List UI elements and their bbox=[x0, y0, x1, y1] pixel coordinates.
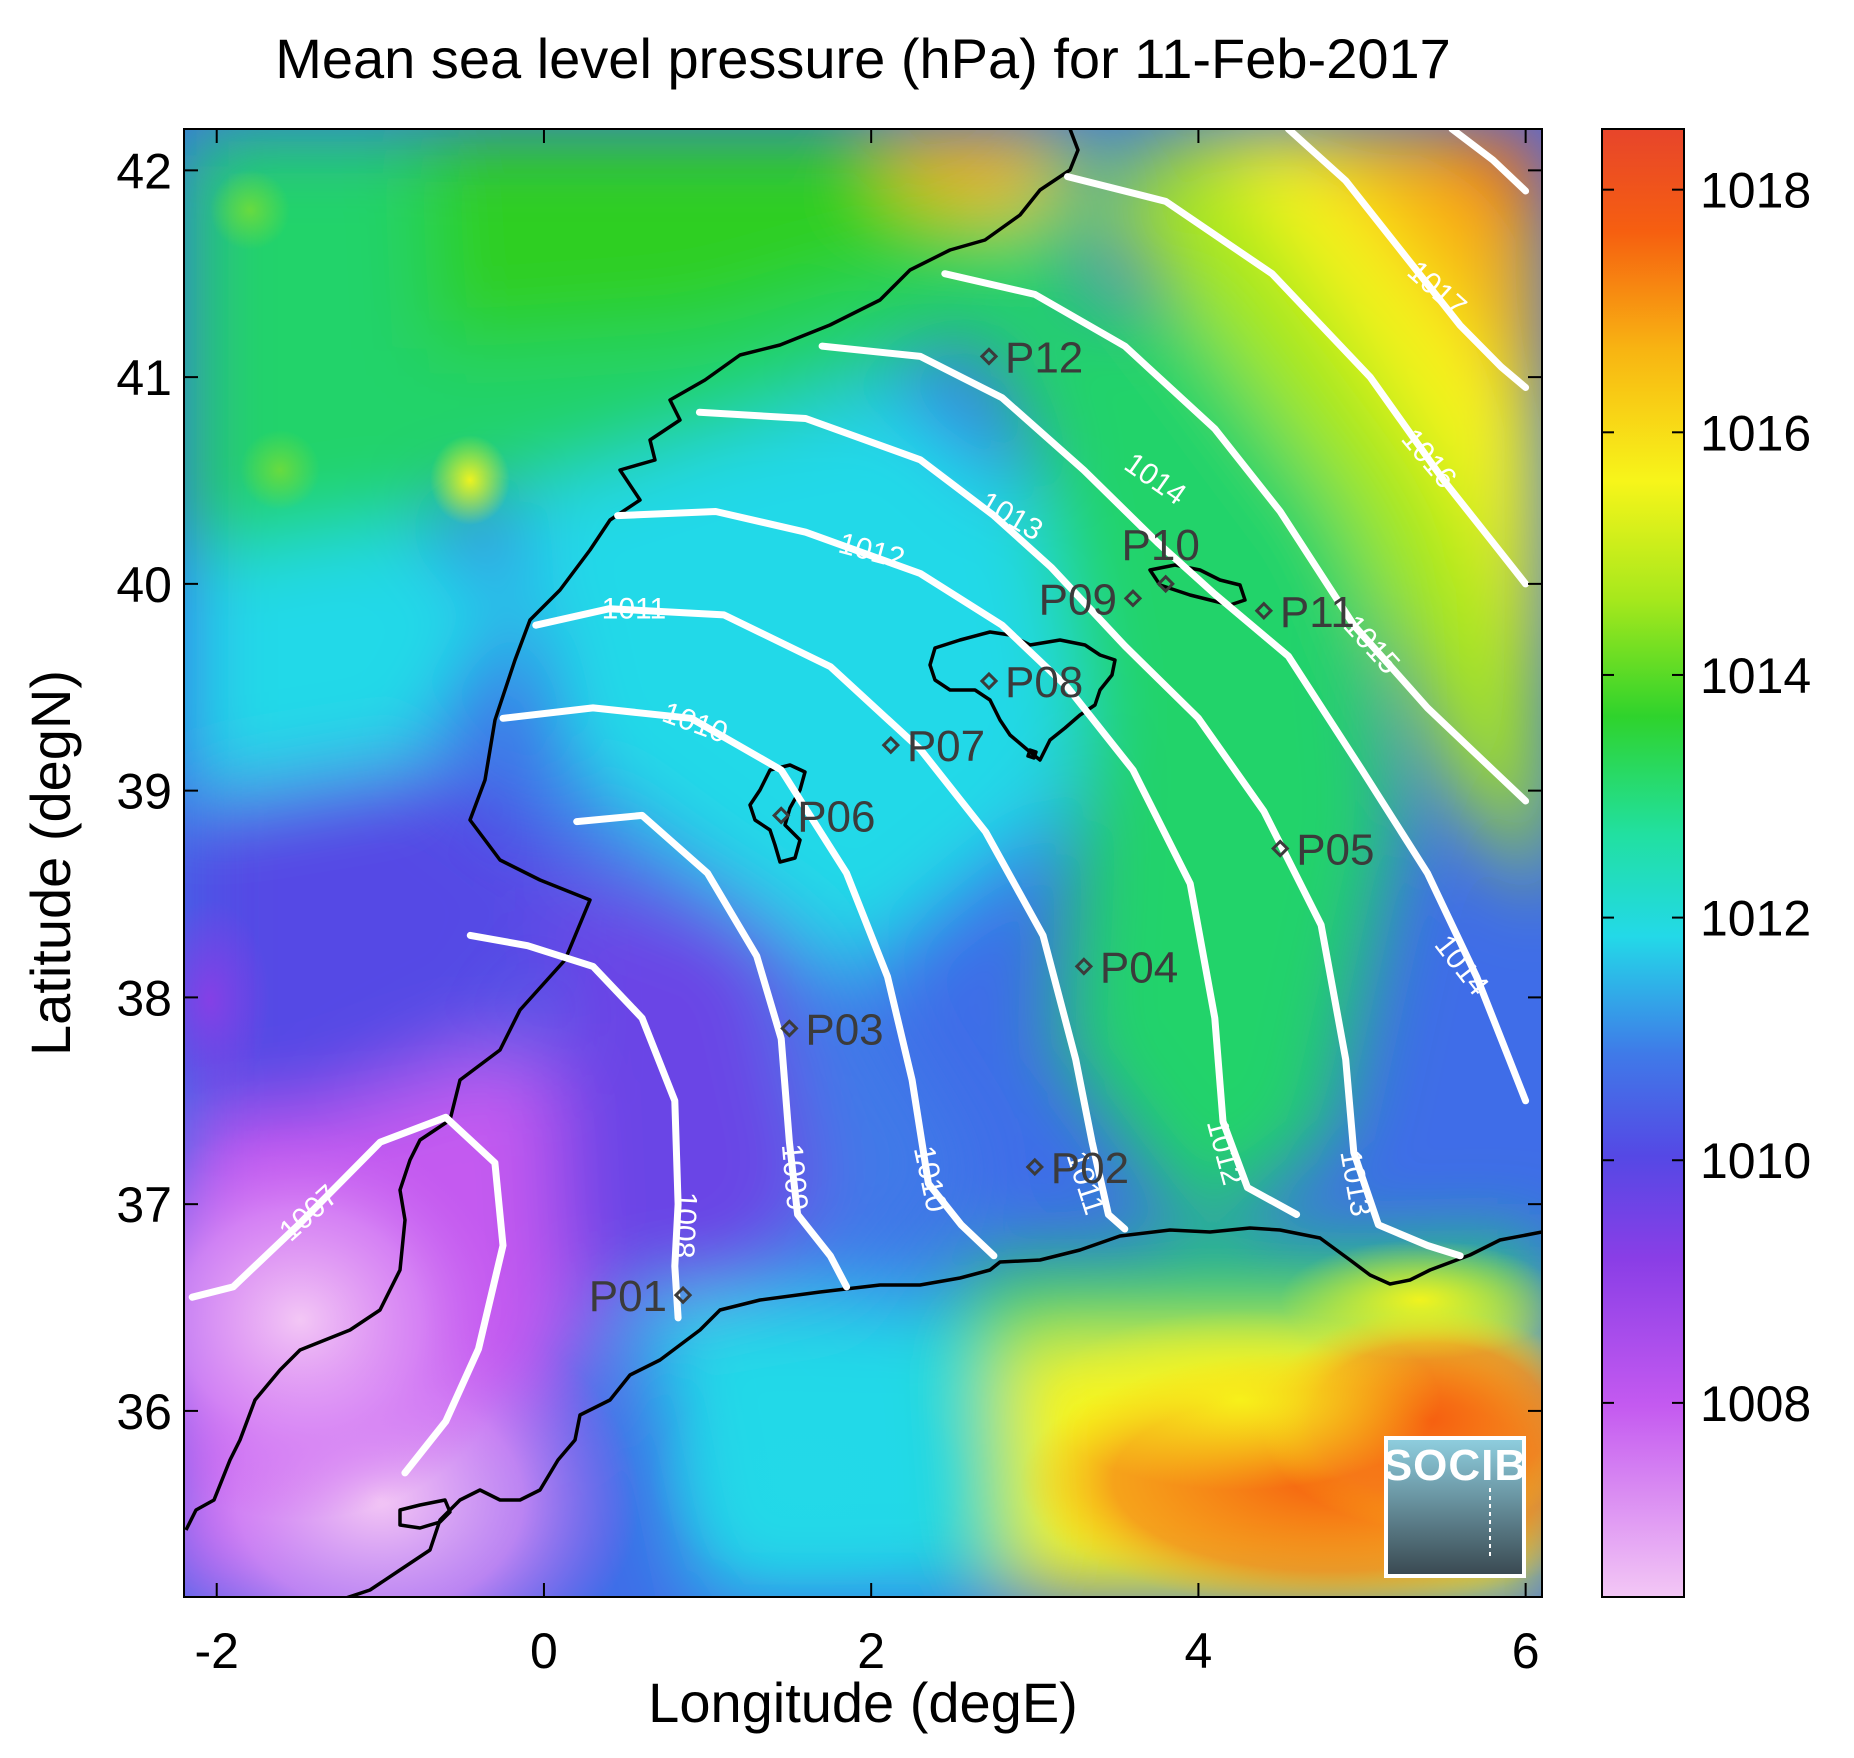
contour-label-1008: 1008 bbox=[666, 1191, 702, 1259]
y-axis: 36 37 38 39 40 41 42 bbox=[116, 143, 1542, 1440]
station-marker-P05 bbox=[1271, 839, 1290, 858]
x-tick-label: -2 bbox=[194, 1623, 238, 1679]
station-label-P09: P09 bbox=[1039, 575, 1117, 624]
station-marker-P07 bbox=[881, 735, 901, 755]
x-tick-label: 6 bbox=[1512, 1623, 1540, 1679]
colorbar: 1008 1010 1012 1014 1016 1018 bbox=[1601, 128, 1811, 1598]
contour-label-1011: 1011 bbox=[602, 593, 667, 626]
station-label-P03: P03 bbox=[805, 1005, 883, 1054]
station-marker-P01 bbox=[673, 1285, 693, 1305]
y-tick-label: 42 bbox=[116, 143, 172, 199]
x-axis-label: Longitude (degE) bbox=[648, 1671, 1078, 1734]
contour-lines bbox=[188, 129, 1530, 1477]
plot-frame bbox=[183, 128, 1543, 1598]
x-tick-label: 0 bbox=[530, 1623, 558, 1679]
contour-1010 bbox=[499, 704, 998, 1260]
colorbar-ticks: 1008 1010 1012 1014 1016 1018 bbox=[1602, 163, 1811, 1432]
coastline bbox=[184, 129, 1542, 1597]
colorbar-gradient bbox=[1601, 128, 1685, 1598]
contour-1013 bbox=[695, 408, 1464, 1260]
station-label-P05: P05 bbox=[1296, 826, 1374, 875]
x-tick-label: 4 bbox=[1185, 1623, 1213, 1679]
contour-1016 bbox=[1064, 173, 1530, 588]
x-tick-label: 2 bbox=[857, 1623, 885, 1679]
y-tick-label: 38 bbox=[116, 970, 172, 1026]
y-tick-label: 40 bbox=[116, 557, 172, 613]
station-label-P10: P10 bbox=[1122, 521, 1200, 570]
station-marker-P09 bbox=[1123, 589, 1143, 608]
contour-label-1009: 1009 bbox=[775, 1142, 814, 1211]
contour-1014 bbox=[818, 342, 1530, 1105]
contour-1008 bbox=[466, 931, 682, 1322]
contour-1012 bbox=[614, 508, 1301, 1218]
station-marker-P11 bbox=[1254, 601, 1274, 620]
station-label-P08: P08 bbox=[1005, 658, 1083, 707]
station-marker-P06 bbox=[772, 806, 791, 825]
colorbar-tick-label: 1018 bbox=[1700, 163, 1811, 219]
contour-1017 bbox=[1284, 129, 1530, 391]
y-axis-label: Latitude (degN) bbox=[19, 670, 82, 1056]
contour-1018 bbox=[1448, 129, 1530, 195]
station-label-P04: P04 bbox=[1100, 943, 1178, 992]
colorbar-tick-label: 1014 bbox=[1700, 648, 1811, 704]
socib-logo: SOCIB bbox=[1383, 1436, 1527, 1578]
y-tick-label: 41 bbox=[116, 350, 172, 406]
y-tick-label: 39 bbox=[116, 764, 172, 820]
station-label-P01: P01 bbox=[589, 1272, 667, 1321]
contour-1007 bbox=[188, 1113, 507, 1477]
contour-1009 bbox=[573, 811, 851, 1291]
station-marker-P04 bbox=[1074, 957, 1094, 976]
pressure-field bbox=[184, 129, 1542, 1597]
station-marker-P08 bbox=[979, 671, 999, 691]
station-label-P06: P06 bbox=[797, 792, 875, 841]
station-marker-P02 bbox=[1025, 1157, 1044, 1177]
station-label-P07: P07 bbox=[907, 722, 985, 771]
station-marker-P03 bbox=[780, 1019, 799, 1038]
x-axis: -2 0 2 4 6 bbox=[194, 129, 1540, 1679]
station-marker-P12 bbox=[979, 347, 999, 366]
plot-area: 1007 100810091010101010111011101210121013… bbox=[184, 129, 1542, 1597]
socib-logo-text: SOCIB bbox=[1383, 1441, 1527, 1490]
station-marker-P10 bbox=[1156, 574, 1175, 594]
contour-1011 bbox=[532, 605, 1129, 1233]
y-tick-label: 36 bbox=[116, 1384, 172, 1440]
station-label-P11: P11 bbox=[1280, 588, 1355, 637]
station-label-P12: P12 bbox=[1005, 333, 1083, 382]
chart-title: Mean sea level pressure (hPa) for 11-Feb… bbox=[275, 27, 1451, 90]
station-label-P02: P02 bbox=[1051, 1144, 1129, 1193]
colorbar-tick-label: 1008 bbox=[1700, 1376, 1811, 1432]
colorbar-tick-label: 1010 bbox=[1700, 1133, 1811, 1189]
colorbar-tick-label: 1012 bbox=[1700, 891, 1811, 947]
y-tick-label: 37 bbox=[116, 1177, 172, 1233]
contour-1015 bbox=[941, 270, 1530, 805]
colorbar-tick-label: 1016 bbox=[1700, 405, 1811, 461]
